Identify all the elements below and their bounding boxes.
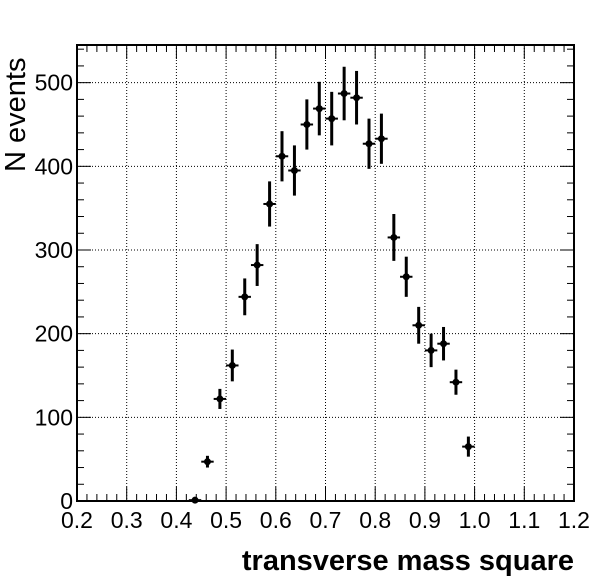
data-point [213,388,227,409]
marker [315,105,323,113]
axis-ticks [76,45,575,502]
marker [340,90,348,98]
marker [253,261,261,269]
data-point [375,113,388,164]
marker [353,94,361,102]
marker [390,233,398,241]
marker [328,115,336,123]
data-point [412,306,425,344]
data-point [449,369,463,395]
x-tick-label: 0.4 [160,507,192,533]
plot-frame [76,44,575,502]
data-point [400,256,413,297]
data-point [362,118,376,169]
x-tick-label: 0.8 [359,507,391,533]
marker [377,135,385,143]
y-tick-labels: 0 100 200 300 400 500 [35,70,73,514]
x-tick-label: 0.9 [409,507,441,533]
marker [464,443,472,451]
x-tick-label: 1.2 [558,507,590,533]
x-tick-label: 0.3 [111,507,143,533]
x-tick-label: 1.1 [508,507,540,533]
data-point [275,131,289,182]
marker [415,321,423,329]
marker [266,200,274,208]
marker [290,167,298,175]
marker [216,395,224,403]
marker [228,361,236,369]
x-tick-label: 0.6 [260,507,292,533]
data-point [387,214,401,261]
data-point [337,66,351,121]
grid-lines [77,45,574,501]
data-point [424,333,438,368]
marker [303,120,311,128]
data-point [288,145,301,196]
data-point [263,181,276,227]
marker [203,458,211,466]
data-point [462,436,475,457]
marker [452,378,460,386]
x-tick-label: 0.5 [210,507,242,533]
y-tick-label: 0 [60,488,73,514]
data-points [188,66,475,504]
data-point [238,278,251,316]
data-point [226,349,239,382]
y-tick-label: 400 [35,153,73,179]
y-tick-label: 300 [35,237,73,263]
marker [241,293,249,301]
marker [278,152,286,160]
y-tick-label: 100 [35,404,73,430]
data-point [325,91,338,146]
x-axis-label: transverse mass square [242,545,574,576]
data-point [300,99,314,150]
marker [427,346,435,354]
marker [402,273,410,281]
marker [365,140,373,148]
x-tick-labels: 0.2 0.3 0.4 0.5 0.6 0.7 0.8 0.9 1.0 1.1 1.2 [61,507,590,533]
x-tick-label: 0.7 [310,507,342,533]
y-axis-label: N events [0,58,32,172]
data-point [437,326,450,361]
y-tick-label: 500 [35,70,73,96]
data-point [250,244,264,286]
marker [440,340,448,348]
x-tick-label: 0.2 [61,507,93,533]
data-point [201,455,214,468]
x-tick-label: 1.0 [459,507,491,533]
data-point [313,81,326,136]
data-point [350,70,363,125]
y-tick-label: 200 [35,321,73,347]
